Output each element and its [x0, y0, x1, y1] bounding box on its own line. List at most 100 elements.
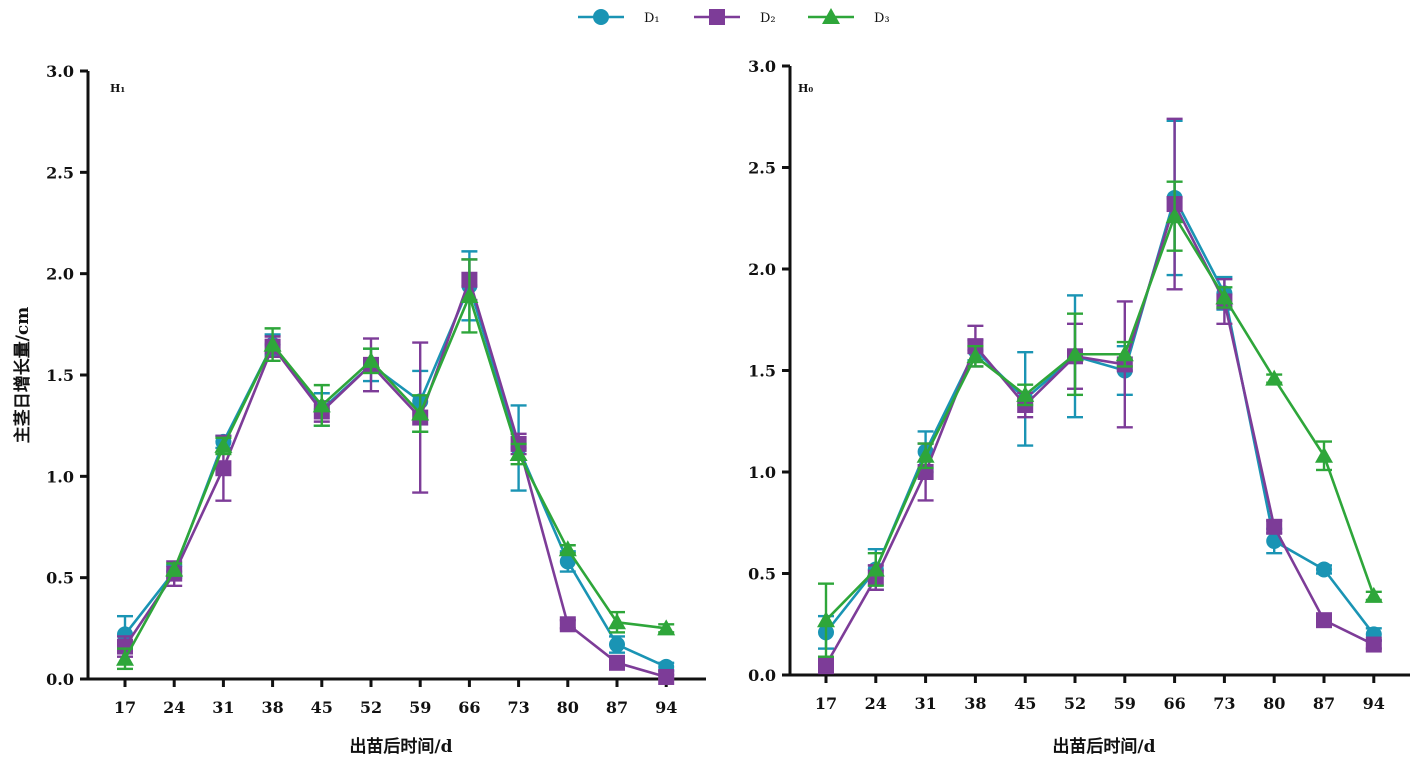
series-1	[117, 250, 675, 675]
data-point	[1315, 446, 1333, 463]
legend-item-1: D₁	[578, 9, 660, 26]
series-3	[116, 258, 676, 671]
data-point	[116, 649, 134, 666]
x-tick-label: 66	[458, 698, 480, 717]
y-tick-label: 2.0	[748, 260, 776, 279]
series-line	[123, 275, 667, 679]
x-axis-title: 出苗后时间/d	[349, 736, 452, 757]
series-2	[818, 117, 1382, 675]
data-point	[362, 351, 380, 368]
data-point	[165, 560, 184, 577]
data-point	[966, 347, 985, 364]
data-point	[1115, 345, 1134, 362]
legend-marker	[822, 8, 840, 24]
y-tick-label: 2.5	[748, 159, 776, 178]
series-line	[824, 194, 1375, 636]
chart-panel-h0: 0.0 0.5 1.0 1.5 2.0 2.5 3.0 17 24 31 38 45 52 59 66 73 8…	[748, 57, 1410, 757]
x-tick-label: 80	[557, 698, 579, 717]
data-point	[1215, 288, 1234, 305]
legend-marker	[709, 9, 725, 25]
x-tick-label: 38	[964, 694, 986, 713]
chart-legend: D₁ D₂ D₃	[578, 8, 890, 26]
data-point	[817, 611, 835, 628]
x-tick-label: 73	[507, 698, 529, 717]
x-tick-label: 24	[865, 694, 887, 713]
data-point	[818, 656, 834, 673]
legend-label: D₂	[760, 11, 776, 26]
panel-label: H₀	[798, 82, 813, 95]
legend-marker	[593, 9, 609, 25]
x-tick-label: 31	[212, 698, 234, 717]
legend-label: D₁	[644, 11, 660, 26]
data-point	[312, 396, 331, 413]
y-tick-label: 3.0	[748, 57, 776, 76]
x-tick-label: 24	[163, 698, 185, 717]
data-point	[214, 436, 233, 453]
series-line	[825, 213, 1376, 622]
x-tick-label: 94	[1363, 694, 1385, 713]
x-tick-label: 80	[1263, 694, 1285, 713]
data-point	[1016, 385, 1035, 402]
legend-item-3: D₃	[808, 8, 890, 26]
y-tick-label: 2.0	[46, 265, 74, 284]
series-3	[817, 180, 1383, 658]
x-tick-label: 45	[1014, 694, 1036, 713]
x-tick-label: 52	[360, 698, 382, 717]
y-tick-label: 1.5	[748, 362, 776, 381]
data-point	[866, 560, 885, 577]
data-point	[263, 335, 282, 352]
data-point	[1265, 369, 1284, 386]
data-point	[460, 286, 479, 303]
y-tick-label: 0.0	[748, 666, 776, 685]
y-tick-label: 1.0	[46, 467, 74, 486]
series-line	[824, 200, 1375, 666]
y-tick-label: 1.0	[748, 463, 776, 482]
legend-item-2: D₂	[694, 9, 776, 26]
x-tick-label: 87	[1313, 694, 1335, 713]
y-tick-label: 1.5	[46, 366, 74, 385]
x-tick-label: 52	[1064, 694, 1086, 713]
y-tick-label: 0.5	[46, 569, 74, 588]
data-point	[657, 619, 676, 636]
legend-label: D₃	[874, 11, 890, 26]
data-point	[1266, 518, 1283, 535]
data-point	[1066, 345, 1084, 362]
data-point	[1316, 612, 1332, 629]
data-point	[1316, 561, 1332, 578]
data-point	[509, 445, 528, 462]
x-tick-label: 87	[606, 698, 628, 717]
data-point	[608, 613, 626, 630]
data-point	[558, 540, 577, 557]
data-point	[658, 668, 675, 685]
data-point	[411, 404, 430, 421]
x-tick-label: 66	[1163, 694, 1185, 713]
y-tick-label: 3.0	[46, 62, 74, 81]
series-2	[117, 258, 675, 685]
data-point	[609, 654, 625, 671]
x-tick-label: 94	[655, 698, 677, 717]
x-tick-label: 17	[114, 698, 136, 717]
data-point	[916, 446, 935, 463]
series-line	[123, 282, 667, 669]
x-tick-label: 38	[261, 698, 283, 717]
data-point	[1364, 586, 1383, 603]
x-tick-label: 17	[815, 694, 837, 713]
y-tick-label: 0.5	[748, 565, 776, 584]
data-point	[215, 460, 232, 477]
data-point	[559, 616, 576, 633]
x-tick-label: 45	[311, 698, 333, 717]
data-point	[1165, 207, 1184, 224]
y-tick-label: 0.0	[46, 670, 74, 689]
panel-label: H₁	[110, 82, 125, 95]
y-tick-label: 2.5	[46, 163, 74, 182]
x-tick-label: 59	[409, 698, 431, 717]
x-axis-title: 出苗后时间/d	[1052, 736, 1155, 757]
series-line	[123, 292, 667, 660]
data-point	[1365, 636, 1382, 653]
y-axis-title: 主茎日增长量/cm	[12, 307, 33, 444]
x-tick-label: 31	[914, 694, 936, 713]
x-tick-label: 59	[1114, 694, 1136, 713]
x-tick-label: 73	[1213, 694, 1235, 713]
data-point	[609, 636, 625, 653]
